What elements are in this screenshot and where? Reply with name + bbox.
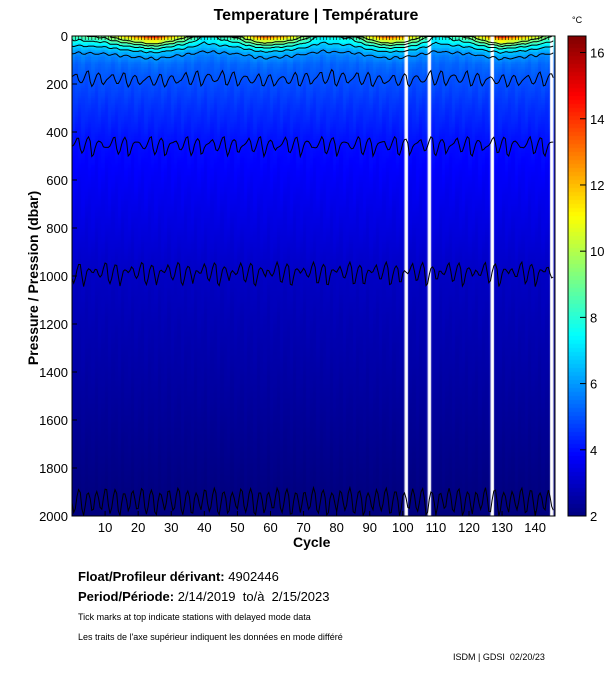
contour-line-4 xyxy=(71,135,554,159)
contour-line-3 xyxy=(71,260,554,288)
chart-title: Temperature | Température xyxy=(213,7,419,24)
y-tick-label: 800 xyxy=(46,221,68,236)
y-tick-label: 1000 xyxy=(39,269,68,284)
x-tick-label: 40 xyxy=(197,520,211,535)
colorbar-tick-label: 4 xyxy=(590,443,597,458)
colorbar-tick-label: 16 xyxy=(590,46,604,61)
x-tick-label: 120 xyxy=(458,520,480,535)
colorbar-tick-label: 14 xyxy=(590,112,604,127)
note-fr: Les traits de l'axe supérieur indiquent … xyxy=(78,632,343,642)
x-tick-label: 30 xyxy=(164,520,178,535)
x-tick-label: 140 xyxy=(524,520,546,535)
contour-line-5 xyxy=(71,68,554,88)
colorbar-tick-label: 2 xyxy=(590,509,597,524)
colorbar xyxy=(568,36,586,516)
x-axis-label: Cycle xyxy=(293,534,331,550)
y-tick-label: 0 xyxy=(61,29,68,44)
y-tick-label: 2000 xyxy=(39,509,68,524)
period-line: Period/Période: 2/14/2019 to/à 2/15/2023 xyxy=(78,589,330,604)
x-tick-label: 70 xyxy=(296,520,310,535)
x-tick-label: 80 xyxy=(329,520,343,535)
colorbar-tick-label: 8 xyxy=(590,310,597,325)
y-tick-label: 1600 xyxy=(39,413,68,428)
x-tick-label: 50 xyxy=(230,520,244,535)
heatmap xyxy=(72,36,555,516)
y-tick-label: 1800 xyxy=(39,461,68,476)
colorbar-frame xyxy=(567,35,587,517)
y-tick-label: 600 xyxy=(46,173,68,188)
float-id: 4902446 xyxy=(228,569,279,584)
period-value: 2/14/2019 to/à 2/15/2023 xyxy=(177,589,330,604)
float-line: Float/Profileur dérivant: 4902446 xyxy=(78,569,279,584)
y-tick-label: 1200 xyxy=(39,317,68,332)
y-tick-label: 200 xyxy=(46,77,68,92)
credit: ISDM | GDSI 02/20/23 xyxy=(453,652,545,662)
contour-line-8 xyxy=(71,35,554,50)
colorbar-tick-label: 6 xyxy=(590,377,597,392)
x-tick-label: 60 xyxy=(263,520,277,535)
x-tick-label: 90 xyxy=(363,520,377,535)
contour-line-2 xyxy=(71,485,554,517)
x-tick-label: 20 xyxy=(131,520,145,535)
x-tick-label: 100 xyxy=(392,520,414,535)
colorbar-unit: °C xyxy=(572,15,583,25)
colorbar-tick-label: 12 xyxy=(590,178,604,193)
x-tick-label: 130 xyxy=(491,520,513,535)
y-tick-label: 400 xyxy=(46,125,68,140)
x-tick-label: 110 xyxy=(426,520,447,535)
x-tick-label: 10 xyxy=(98,520,112,535)
float-label: Float/Profileur dérivant: xyxy=(78,569,225,584)
period-label: Period/Période: xyxy=(78,589,175,604)
contour-line-9 xyxy=(86,35,552,48)
contour-line-6 xyxy=(72,49,554,61)
y-tick-label: 1400 xyxy=(39,365,68,380)
chart-overlay: 10 20 30 40 50 60 70 80 90 100 110 120 130 1400200400… xyxy=(39,29,604,535)
colorbar-tick-label: 10 xyxy=(590,244,604,259)
contour-line-7 xyxy=(71,41,554,54)
contour-line-10 xyxy=(109,35,544,45)
note-en: Tick marks at top indicate stations with… xyxy=(78,612,311,622)
